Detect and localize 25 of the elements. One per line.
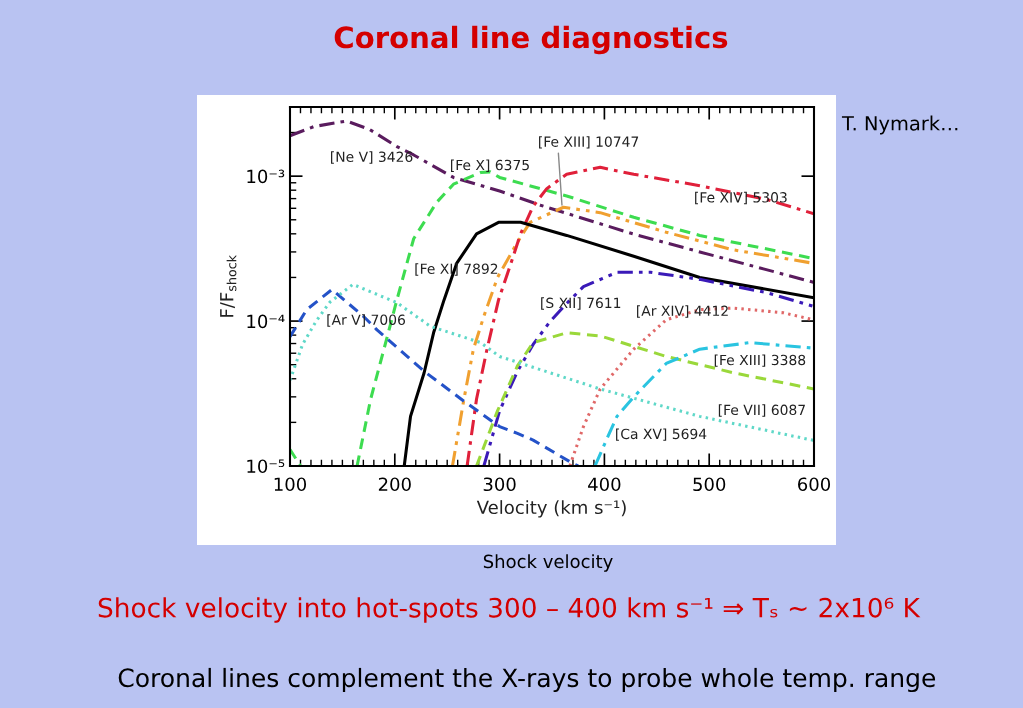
series-label: [Ar V] 7006 [327,314,406,327]
text: T. Nymark… [841,115,958,135]
series-label: [Ar XIV] 4412 [637,305,728,318]
text: Coronal lines complement the X-rays to probe whole temp. range [118,667,936,693]
series-label: [Ne V] 3426 [331,151,413,164]
x-tick-label: 300 [483,477,516,492]
text: Shock velocity [483,554,613,572]
y-tick-label: 10⁻³ [247,169,285,184]
y-tick-label: 10⁻⁴ [247,314,285,329]
y-tick-label: 10⁻⁵ [247,459,285,474]
text: Shock velocity into hot-spots 300 – 400 km s⁻¹ ⇒ Tₛ ~ 2x10⁶ K [98,597,921,623]
text: [Fe XIII] 10747 [539,136,639,149]
x-tick-label: 400 [588,477,621,492]
x-tick-label: 100 [274,477,307,492]
series-label: [Ca XV] 5694 [616,428,707,441]
series-label: [Fe X] 6375 [451,159,529,172]
chart-title: Coronal line diagnostics [334,25,728,55]
series-label: [Fe XIII] 3388 [714,354,806,367]
series-label: [Fe VII] 6087 [718,404,805,417]
x-tick-label: 200 [378,477,411,492]
x-tick-label: 500 [693,477,726,492]
y-axis-title: F/F$_{shock}$ [220,255,237,317]
series-label: [S XII] 7611 [541,297,621,310]
x-tick-label: 600 [798,477,831,492]
x-axis-title: Velocity (km s⁻¹) [476,500,626,518]
